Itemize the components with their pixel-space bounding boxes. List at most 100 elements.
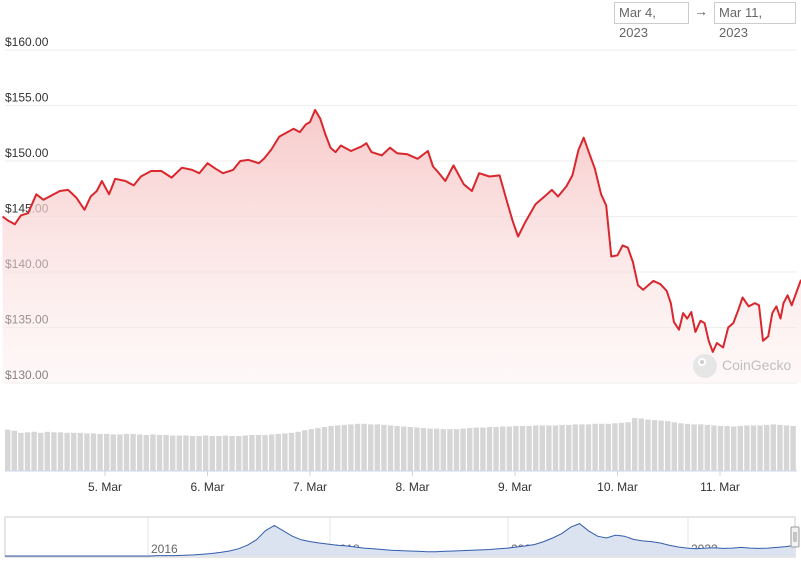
y-tick-label: $150.00 xyxy=(5,146,49,160)
volume-bar xyxy=(11,430,17,471)
volume-bar xyxy=(770,424,776,471)
volume-bar xyxy=(526,425,532,471)
volume-bar xyxy=(645,419,651,471)
volume-bar xyxy=(612,423,618,471)
volume-bar xyxy=(790,425,796,471)
volume-bar xyxy=(288,432,295,471)
volume-bar xyxy=(427,428,433,471)
volume-bar xyxy=(638,418,644,471)
navigator-line xyxy=(5,523,796,557)
volume-bar xyxy=(717,425,724,471)
volume-bar xyxy=(269,434,275,471)
volume-bar xyxy=(407,427,413,471)
volume-bar xyxy=(354,423,361,471)
volume-bar xyxy=(493,427,499,471)
volume-bar xyxy=(24,432,31,471)
navigator-handle[interactable] xyxy=(790,526,800,548)
volume-bar xyxy=(189,436,196,471)
volume-bar xyxy=(282,433,288,471)
volume-bar xyxy=(420,428,427,471)
volume-bar xyxy=(44,431,50,471)
volume-bar xyxy=(209,436,215,471)
volume-bar xyxy=(335,425,341,471)
volume-bar xyxy=(130,433,136,471)
volume-bar xyxy=(249,434,255,471)
volume-bar xyxy=(84,433,90,471)
volume-bar xyxy=(625,422,631,471)
volume-bar xyxy=(348,424,354,471)
volume-bar xyxy=(222,435,229,471)
volume-bar xyxy=(467,428,473,471)
volume-bar xyxy=(255,434,262,471)
volume-bar xyxy=(137,434,143,471)
volume-bar xyxy=(658,420,664,471)
volume-bar xyxy=(460,428,466,471)
volume-bar xyxy=(229,436,235,471)
volume-bar xyxy=(196,436,202,471)
volume-bar xyxy=(110,434,116,471)
volume-bar xyxy=(341,424,347,471)
volume-bar xyxy=(18,432,24,471)
volume-bar xyxy=(242,435,248,471)
volume-bar xyxy=(64,432,70,471)
volume-bar xyxy=(440,429,446,471)
volume-bar xyxy=(632,418,638,471)
x-tick-label: 7. Mar xyxy=(293,480,327,494)
price-line[interactable] xyxy=(1,108,801,353)
volume-bar xyxy=(447,429,453,471)
x-tick-label: 6. Mar xyxy=(190,480,224,494)
volume-bar xyxy=(262,434,268,471)
volume-bar xyxy=(513,425,519,471)
volume-bar xyxy=(38,432,44,471)
volume-bar xyxy=(757,425,763,471)
volume-bar xyxy=(704,424,710,471)
volume-bar xyxy=(275,433,281,471)
volume-bar xyxy=(711,425,717,471)
x-tick-label: 9. Mar xyxy=(498,480,532,494)
volume-bar xyxy=(698,424,704,471)
volume-bar xyxy=(678,423,684,471)
volume-bar xyxy=(744,425,750,471)
volume-bar xyxy=(51,432,57,471)
volume-bar xyxy=(579,424,585,471)
volume-bar xyxy=(361,423,367,471)
volume-bar xyxy=(57,432,64,471)
volume-bar xyxy=(401,426,407,471)
volume-bar xyxy=(599,423,605,471)
volume-bar xyxy=(374,424,380,471)
volume-bar xyxy=(731,426,737,471)
volume-bar xyxy=(302,430,308,471)
volume-bar xyxy=(764,424,770,471)
navigator-area xyxy=(5,523,795,556)
volume-bar xyxy=(592,423,598,471)
volume-bar xyxy=(434,428,440,471)
volume-bar xyxy=(651,420,658,471)
volume-bar xyxy=(486,427,493,471)
volume-bar xyxy=(90,433,97,471)
volume-bar xyxy=(414,427,420,471)
volume-bar xyxy=(533,425,539,471)
volume-bar xyxy=(777,424,783,471)
volume-bar xyxy=(71,432,77,471)
volume-bar xyxy=(453,429,460,471)
volume-bar xyxy=(665,421,671,471)
volume-bar xyxy=(77,432,83,471)
volume-bar xyxy=(236,436,242,471)
volume-bar xyxy=(539,425,545,471)
volume-bar xyxy=(387,425,394,471)
volume-bar xyxy=(31,431,37,471)
navigator[interactable]: 2016201820202022 xyxy=(4,516,800,558)
volume-bar xyxy=(163,434,169,471)
range-arrow-icon: → xyxy=(694,3,708,19)
volume-bar xyxy=(559,424,565,471)
volume-bar xyxy=(724,425,730,471)
volume-bar xyxy=(480,427,486,471)
range-from-input[interactable]: Mar 4, 2023 xyxy=(614,2,689,40)
range-to-input[interactable]: Mar 11, 2023 xyxy=(714,2,796,40)
volume-bar xyxy=(143,434,149,471)
volume-bar xyxy=(506,426,512,471)
x-tick-label: 11. Mar xyxy=(700,480,740,494)
y-tick-label: $160.00 xyxy=(5,35,49,49)
x-tick-label: 10. Mar xyxy=(597,480,638,494)
